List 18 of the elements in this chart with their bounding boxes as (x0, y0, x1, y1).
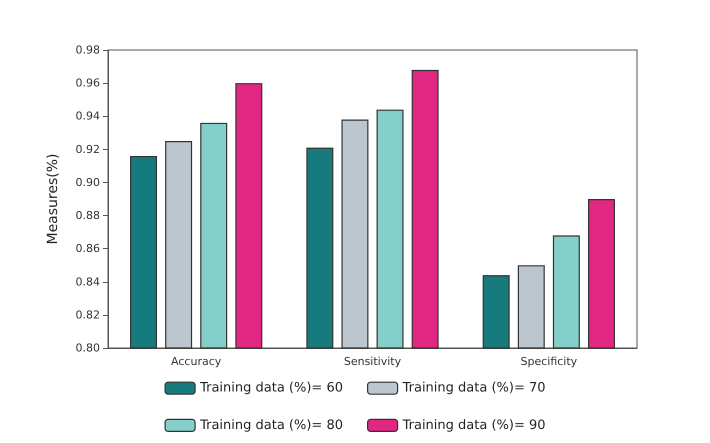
x-tick-label: Accuracy (171, 355, 222, 368)
legend-label: Training data (%)= 80 (199, 418, 343, 433)
legend-label: Training data (%)= 90 (402, 418, 546, 433)
y-tick-label: 0.90 (76, 176, 100, 189)
x-tick-label: Specificity (520, 355, 578, 368)
y-tick-label: 0.80 (76, 342, 100, 354)
legend-label: Training data (%)= 70 (402, 380, 546, 396)
y-tick-label: 0.94 (76, 110, 100, 123)
y-tick-label: 0.98 (76, 44, 100, 56)
y-tick-label: 0.84 (76, 275, 100, 288)
legend-label: Training data (%)= 60 (199, 380, 343, 396)
y-tick-label: 0.96 (76, 76, 100, 90)
x-tick-label: Sensitivity (344, 355, 402, 368)
y-tick-label: 0.86 (76, 242, 100, 256)
y-axis-title: Measures(%) (45, 153, 61, 245)
y-tick-label: 0.92 (76, 142, 100, 156)
y-tick-label: 0.88 (76, 209, 100, 222)
y-tick-label: 0.82 (76, 308, 100, 322)
